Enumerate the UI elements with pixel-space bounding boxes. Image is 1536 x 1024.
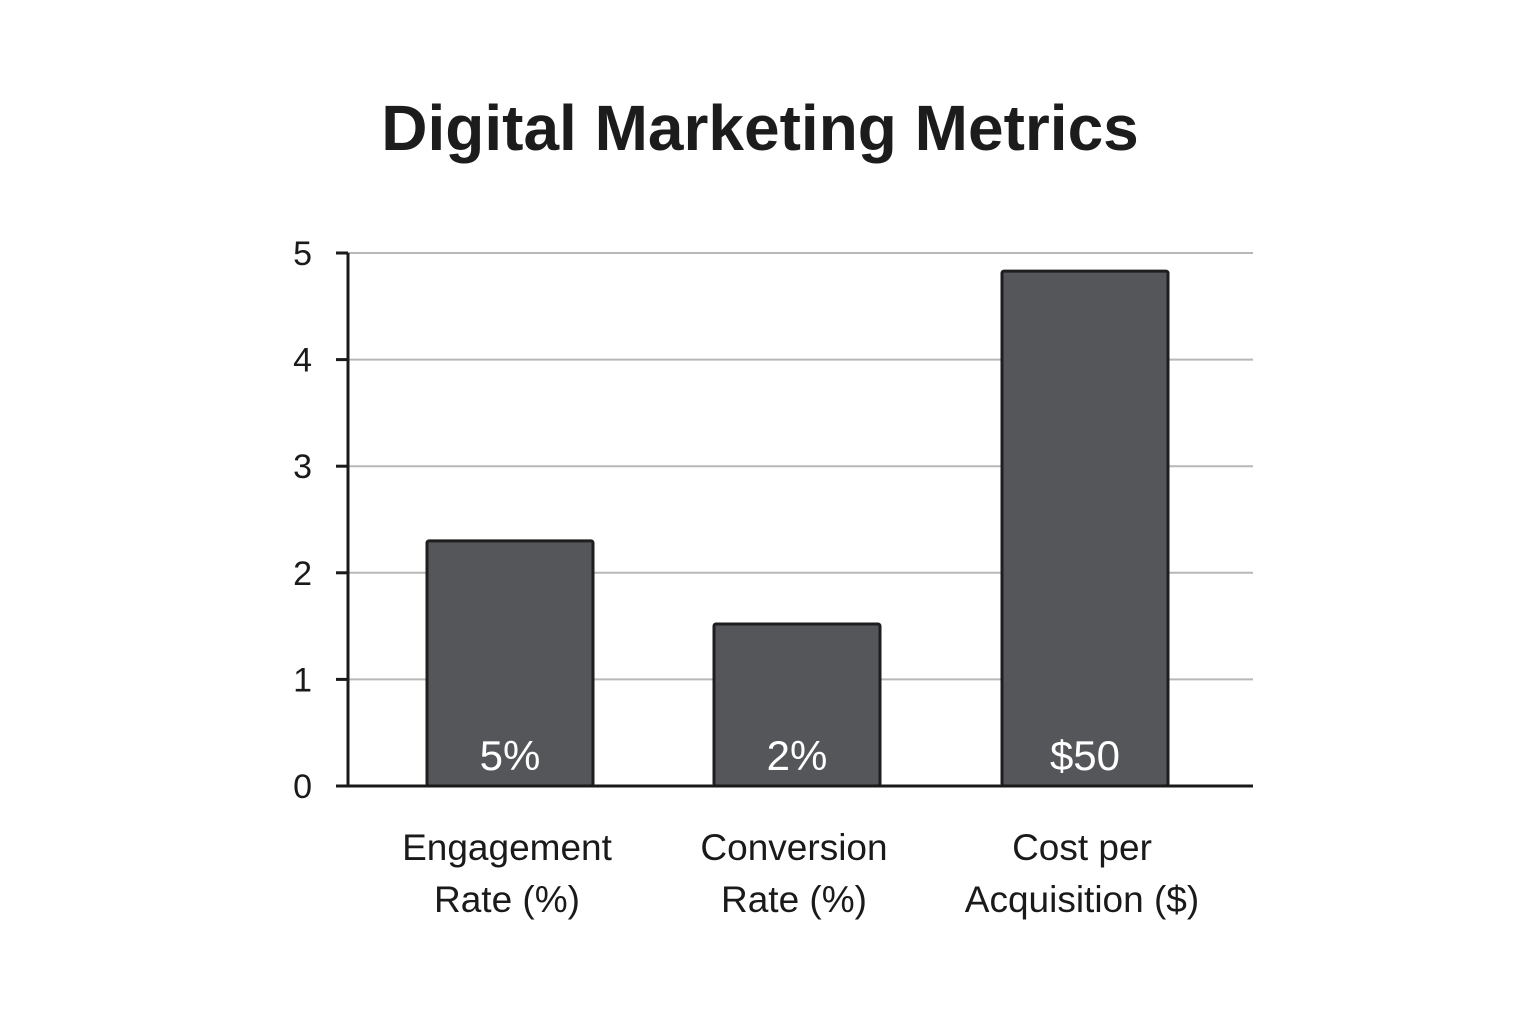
category-label-2-1: Acquisition ($): [965, 879, 1199, 920]
y-tick-label-3: 3: [293, 448, 312, 486]
y-tick-label-4: 4: [293, 342, 312, 380]
data-label-0: 5%: [480, 732, 541, 779]
y-tick-label-0: 0: [293, 768, 312, 806]
category-label-0-0: Engagement: [402, 827, 613, 868]
data-label-1: 2%: [767, 732, 828, 779]
data-label-2: $50: [1050, 732, 1120, 779]
y-tick-label-2: 2: [293, 555, 312, 593]
bar-2: [1000, 269, 1170, 788]
category-label-1-1: Rate (%): [721, 879, 867, 920]
category-label-0-1: Rate (%): [434, 879, 580, 920]
category-label-1-0: Conversion: [700, 827, 887, 868]
y-tick-label-1: 1: [293, 661, 312, 699]
chart-title: Digital Marketing Metrics: [381, 92, 1139, 164]
category-label-2-0: Cost per: [1012, 827, 1152, 868]
y-tick-label-5: 5: [293, 235, 312, 273]
